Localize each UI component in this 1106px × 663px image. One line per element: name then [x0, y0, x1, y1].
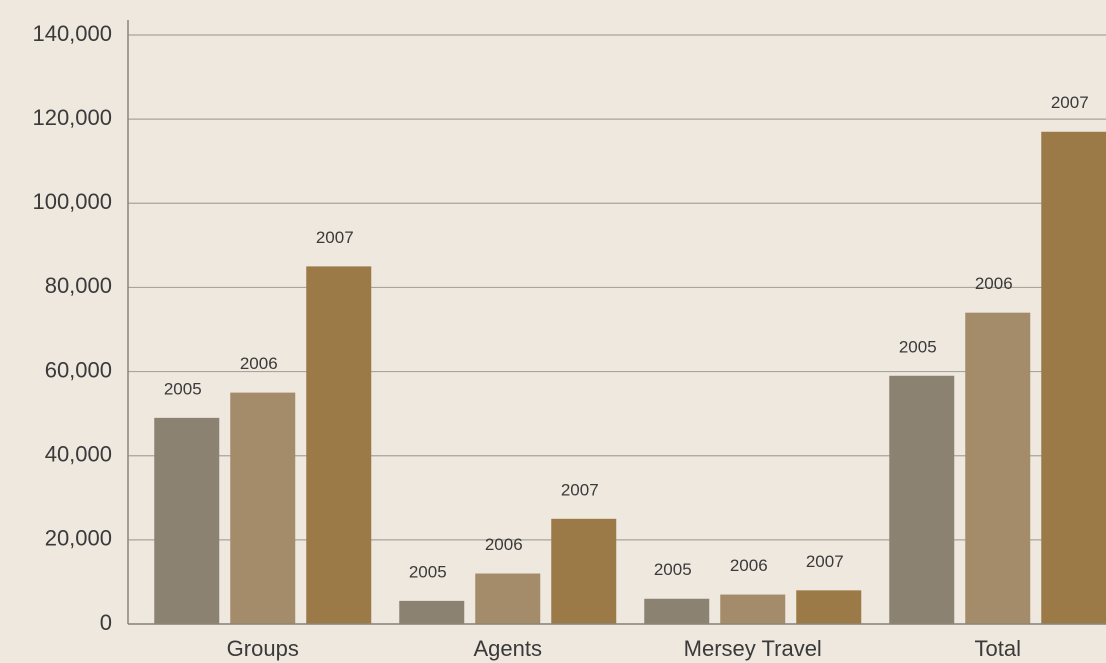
- x-tick-label: Total: [975, 636, 1021, 661]
- bar: [796, 590, 862, 624]
- bar-label: 2006: [240, 354, 278, 373]
- x-tick-label: Mersey Travel: [684, 636, 822, 661]
- y-tick-label: 100,000: [32, 189, 112, 214]
- bar: [230, 392, 296, 624]
- y-tick-label: 40,000: [45, 442, 112, 467]
- bar-label: 2007: [806, 552, 844, 571]
- y-tick-label: 80,000: [45, 273, 112, 298]
- bar-label: 2005: [899, 337, 937, 356]
- x-tick-label: Agents: [474, 636, 543, 661]
- bar-label: 2006: [485, 535, 523, 554]
- bar-label: 2005: [409, 562, 447, 581]
- bar: [154, 417, 220, 624]
- bar: [889, 375, 955, 624]
- y-tick-label: 60,000: [45, 357, 112, 382]
- bar-label: 2006: [975, 274, 1013, 293]
- bar: [720, 594, 786, 624]
- y-tick-label: 20,000: [45, 526, 112, 551]
- bar-label: 2005: [654, 560, 692, 579]
- bar-label: 2007: [1051, 93, 1089, 112]
- bar: [399, 600, 465, 624]
- y-tick-label: 120,000: [32, 105, 112, 130]
- bar: [551, 518, 617, 624]
- bar-label: 2006: [730, 556, 768, 575]
- x-tick-label: Groups: [227, 636, 299, 661]
- bar-label: 2005: [164, 379, 202, 398]
- bar-label: 2007: [561, 480, 599, 499]
- y-tick-label: 140,000: [32, 21, 112, 46]
- bar: [1041, 131, 1106, 624]
- y-tick-label: 0: [100, 610, 112, 635]
- bar-label: 2007: [316, 228, 354, 247]
- bar: [306, 266, 372, 624]
- bar: [644, 598, 710, 624]
- bar: [965, 312, 1031, 624]
- bar: [475, 573, 541, 624]
